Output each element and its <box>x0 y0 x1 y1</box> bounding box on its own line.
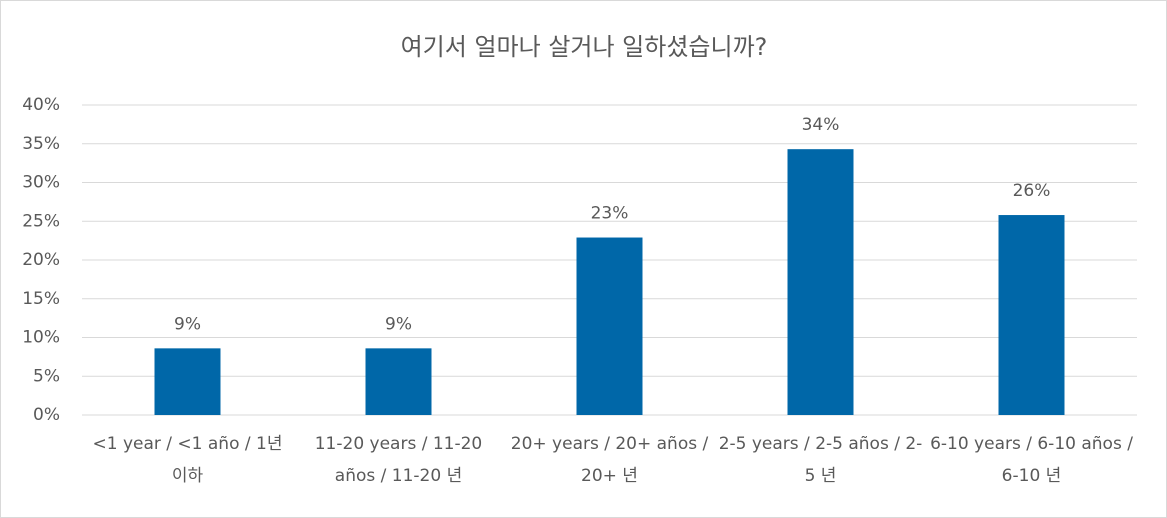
x-tick-label: 2-5 years / 2-5 años / 2-5 년 <box>718 434 923 486</box>
data-label: 9% <box>385 314 412 334</box>
y-tick-label: 30% <box>22 173 60 193</box>
data-label: 26% <box>1013 181 1051 201</box>
x-tick-label: 6-10 years / 6-10 años / 6-10 년 <box>930 434 1133 486</box>
y-tick-label: 15% <box>22 289 60 309</box>
x-tick-label: 11-20 years / 11-20 años / 11-20 년 <box>314 434 483 486</box>
x-tick-label: 20+ years / 20+ años / 20+ 년 <box>510 434 709 486</box>
y-tick-label: 40% <box>22 95 60 115</box>
y-tick-label: 35% <box>22 134 60 154</box>
bar <box>365 348 432 415</box>
bar <box>154 348 221 415</box>
y-tick-label: 25% <box>22 211 60 231</box>
x-tick-label: <1 year / <1 año / 1년 이하 <box>92 434 283 486</box>
bar <box>998 215 1065 415</box>
data-label: 23% <box>591 204 629 224</box>
y-tick-label: 5% <box>33 366 60 386</box>
bar <box>576 237 643 415</box>
y-tick-label: 20% <box>22 250 60 270</box>
y-tick-label: 10% <box>22 328 60 348</box>
bar <box>787 149 854 416</box>
data-label: 9% <box>174 314 201 334</box>
data-label: 34% <box>802 115 840 135</box>
chart-title: 여기서 얼마나 살거나 일하셨습니까? <box>401 33 768 61</box>
y-tick-label: 0% <box>33 405 60 425</box>
